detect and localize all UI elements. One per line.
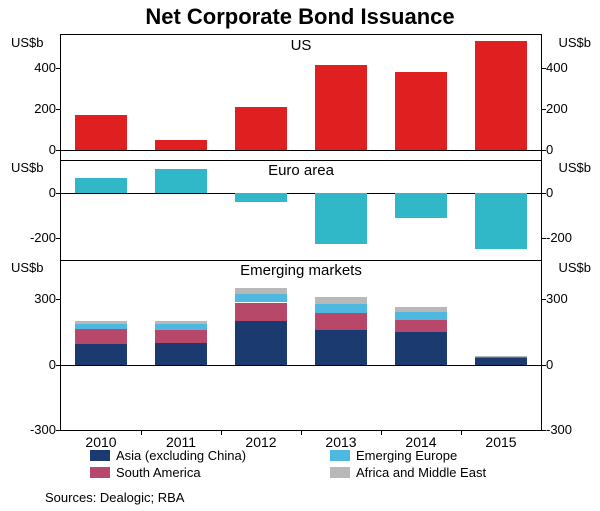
bar-em-africa_me [235,288,287,293]
bar-em-emerging_europe [155,324,207,329]
bar-em-south_america [315,313,367,329]
bar-us [475,41,527,150]
panel-euro-tick-right: 0 [546,185,596,200]
panel-em-unit-right: US$b [558,260,591,275]
bar-euro [395,193,447,217]
panel-us-zero-line [61,150,541,151]
panel-us-tick-right: 400 [546,60,596,75]
bar-em-africa_me [155,321,207,324]
panel-em-tick-left: 300 [6,291,56,306]
legend-label-asia: Asia (excluding China) [116,448,246,463]
legend-item-asia: Asia (excluding China) [90,448,290,463]
panel-us-tick-left: 0 [6,142,56,157]
legend-item-south-america: South America [90,465,290,480]
panel-em-tick-left: -300 [6,422,56,437]
bar-em-asia [75,344,127,365]
chart-container: Net Corporate Bond Issuance USUS$bUS$b00… [0,0,600,511]
bar-em-emerging_europe [315,304,367,314]
bar-us [395,72,447,150]
panel-euro: Euro areaUS$bUS$b-200-20000 [61,160,541,261]
panel-euro-tick-left: 0 [6,185,56,200]
swatch-africa-me [330,467,350,478]
bar-euro [155,169,207,193]
swatch-asia [90,450,110,461]
sources-text: Sources: Dealogic; RBA [45,490,184,505]
bar-em-south_america [395,320,447,332]
panel-euro-tick-right: -200 [546,230,596,245]
bar-euro [75,178,127,194]
bar-us [155,140,207,150]
bar-em-emerging_europe [235,294,287,303]
bar-em-asia [475,358,527,365]
panel-em: Emerging marketsUS$bUS$b-300-30000300300 [61,260,541,431]
panel-euro-zero-line [61,193,541,194]
bar-em-south_america [75,329,127,344]
panel-em-zero-line [61,365,541,366]
bar-em-south_america [235,303,287,322]
swatch-south-america [90,467,110,478]
bar-em-south_america [155,330,207,343]
panel-em-tick-right: -300 [546,422,596,437]
bar-em-africa_me [315,297,367,304]
panel-euro-tick-left: -200 [6,230,56,245]
panel-em-unit-left: US$b [11,260,44,275]
bar-euro [235,193,287,202]
legend-item-africa-me: Africa and Middle East [330,465,530,480]
bar-em-africa_me [395,307,447,312]
chart-area: USUS$bUS$b00200200400400Euro areaUS$bUS$… [60,34,542,431]
legend-label-south-america: South America [116,465,201,480]
swatch-emerging-europe [330,450,350,461]
bar-em-emerging_europe [75,324,127,328]
bar-us [75,115,127,150]
bar-em-asia [395,332,447,365]
panel-euro-unit-right: US$b [558,160,591,175]
chart-title: Net Corporate Bond Issuance [0,4,600,30]
bar-em-asia [155,343,207,365]
bar-euro [475,193,527,249]
bar-euro [315,193,367,244]
panel-us: USUS$bUS$b00200200400400 [61,35,541,161]
panel-em-tick-right: 0 [546,357,596,372]
panel-us-tick-left: 200 [6,101,56,116]
panel-us-tick-right: 200 [546,101,596,116]
legend-label-emerging-europe: Emerging Europe [356,448,457,463]
panel-euro-unit-left: US$b [11,160,44,175]
bar-em-south_america [475,357,527,358]
legend-item-emerging-europe: Emerging Europe [330,448,530,463]
panel-us-unit-left: US$b [11,35,44,50]
bar-us [235,107,287,150]
bar-em-asia [315,330,367,365]
bar-us [315,65,367,150]
panel-us-tick-left: 400 [6,60,56,75]
panel-us-title: US [61,37,541,54]
panel-em-title: Emerging markets [61,262,541,279]
legend-label-africa-me: Africa and Middle East [356,465,486,480]
bar-em-emerging_europe [475,356,527,357]
panel-us-tick-right: 0 [546,142,596,157]
panel-em-tick-right: 300 [546,291,596,306]
panel-euro-title: Euro area [61,162,541,179]
bar-em-asia [235,321,287,365]
legend: Asia (excluding China) Emerging Europe S… [90,448,530,482]
bar-em-africa_me [75,321,127,324]
bar-em-emerging_europe [395,312,447,320]
panel-em-tick-left: 0 [6,357,56,372]
panel-us-unit-right: US$b [558,35,591,50]
